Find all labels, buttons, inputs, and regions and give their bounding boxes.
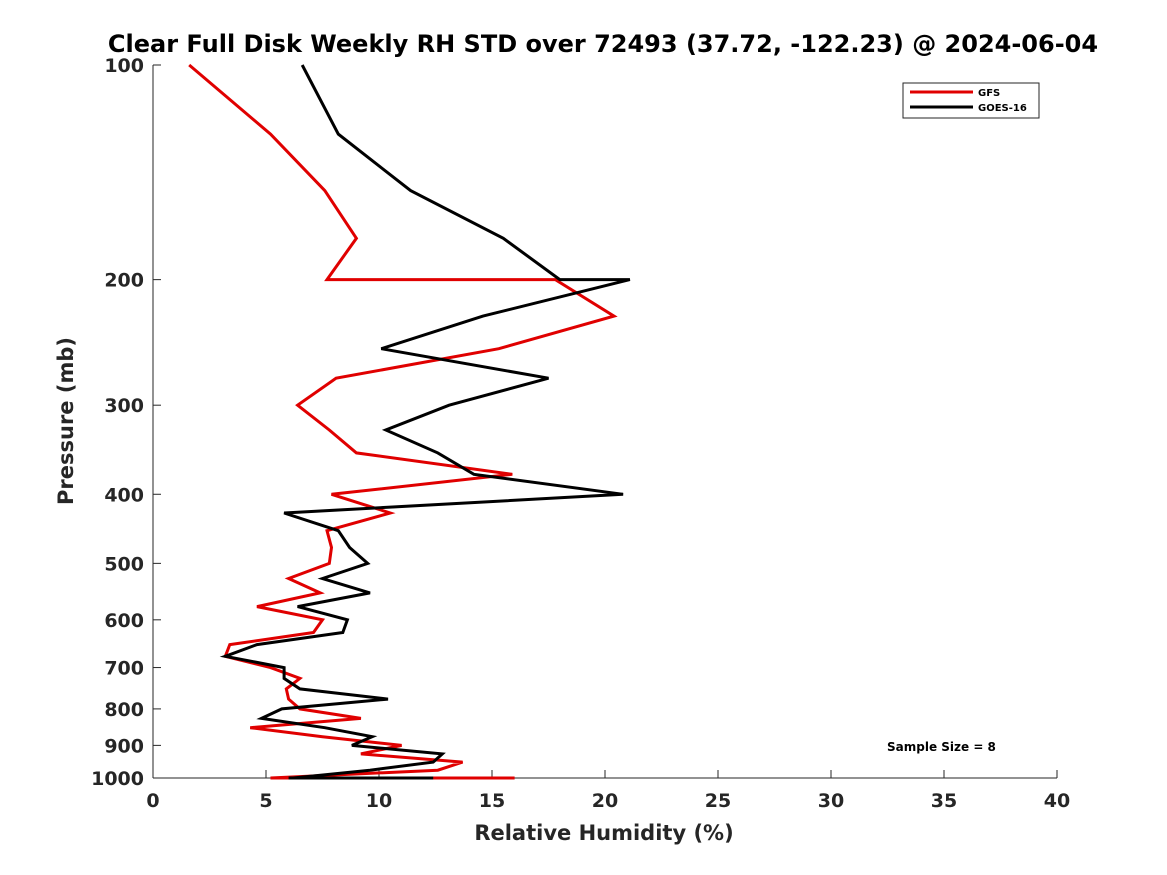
y-tick-label: 500 (104, 553, 144, 575)
series-line-goes16 (219, 64, 631, 780)
y-tick-label: 200 (104, 270, 144, 292)
y-tick-label: 100 (104, 55, 144, 77)
x-tick-label: 15 (479, 790, 505, 812)
y-tick-label: 700 (104, 658, 144, 680)
y-tick-label: 300 (104, 395, 144, 417)
y-tick-label: 400 (104, 484, 144, 506)
y-axis: 100 200 300 400 500 600 700 800 900 1000 (91, 55, 161, 790)
x-axis-label: Relative Humidity (%) (474, 821, 733, 845)
y-tick-label: 600 (104, 610, 144, 632)
x-axis: 0 5 10 15 20 25 30 35 40 (146, 770, 1070, 812)
x-tick-label: 0 (146, 790, 159, 812)
legend: GFS GOES-16 (902, 82, 1040, 119)
y-tick-label: 1000 (91, 768, 144, 790)
y-axis-label: Pressure (mb) (54, 337, 78, 505)
x-tick-label: 35 (931, 790, 957, 812)
chart-title: Clear Full Disk Weekly RH STD over 72493… (108, 30, 1098, 58)
series-layer (188, 63, 631, 780)
sample-size-annotation: Sample Size = 8 (887, 740, 996, 754)
y-tick-label: 800 (104, 699, 144, 721)
legend-label-goes16: GOES-16 (978, 103, 1027, 114)
y-tick-label: 900 (104, 735, 144, 757)
x-tick-label: 40 (1044, 790, 1070, 812)
x-tick-label: 10 (366, 790, 392, 812)
x-tick-label: 30 (818, 790, 844, 812)
x-tick-label: 20 (592, 790, 618, 812)
x-tick-label: 5 (259, 790, 272, 812)
x-tick-label: 25 (705, 790, 731, 812)
legend-label-gfs: GFS (978, 88, 1000, 99)
series-line-gfs (188, 63, 618, 780)
legend-box (902, 82, 1040, 119)
